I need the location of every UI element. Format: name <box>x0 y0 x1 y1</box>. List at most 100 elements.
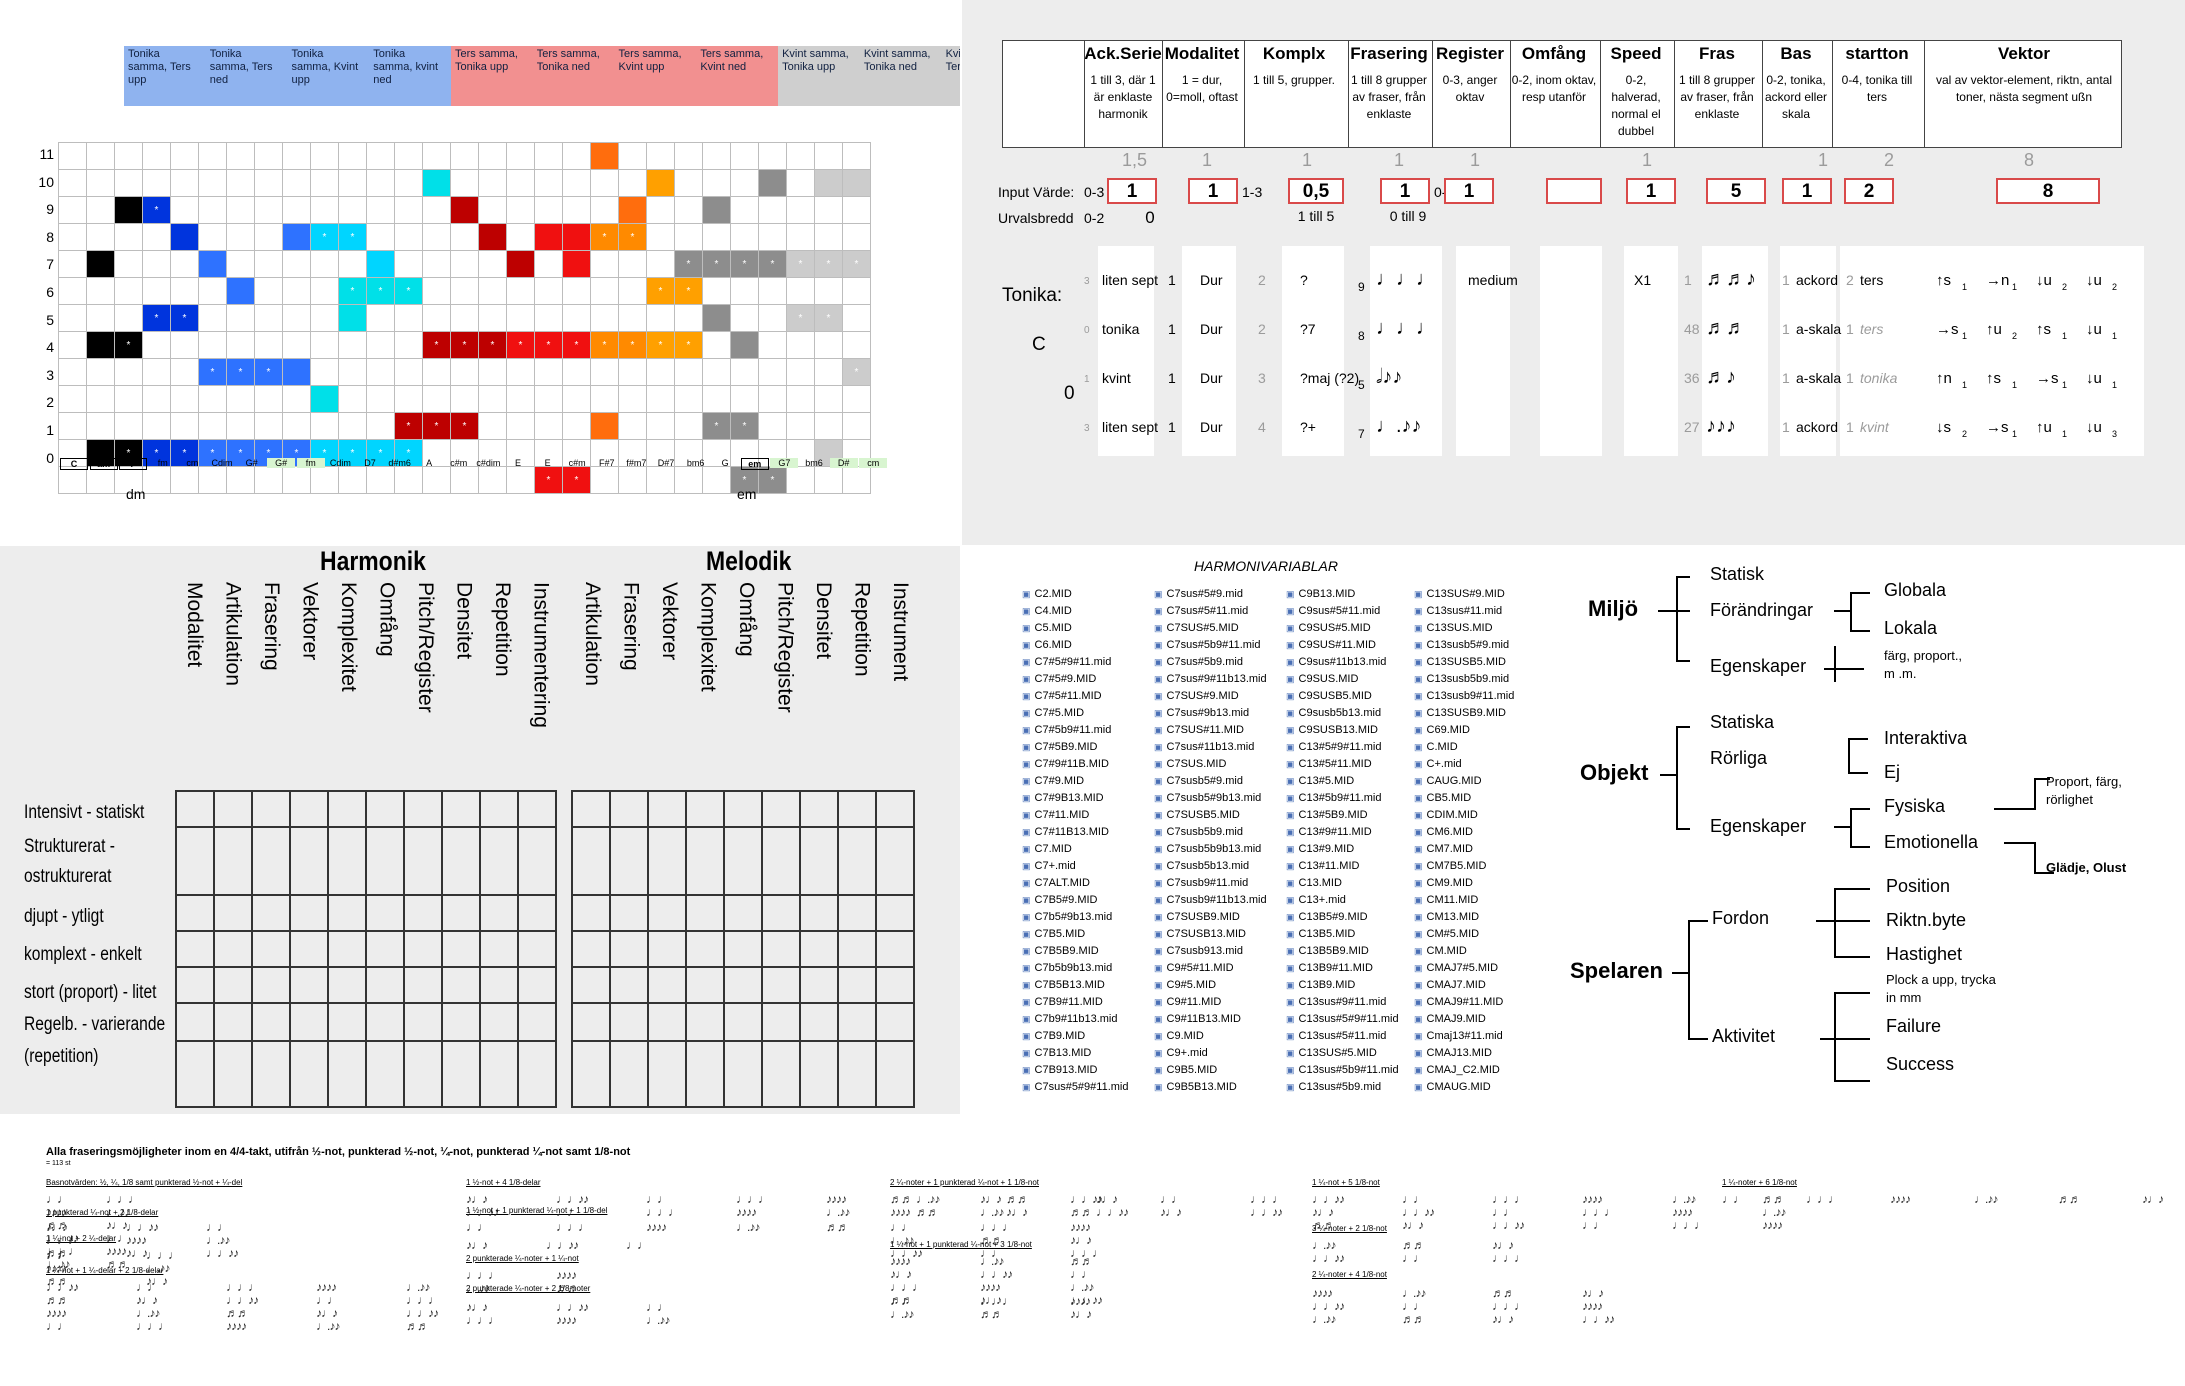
matrix-cell[interactable] <box>251 930 291 968</box>
matrix-cell[interactable] <box>723 1002 763 1042</box>
midi-file-item[interactable]: C7susb5b13.mid <box>1154 858 1267 875</box>
matrix-cell[interactable] <box>479 930 519 968</box>
midi-file-item[interactable]: C13sus#11.mid <box>1414 603 1514 620</box>
matrix-cell[interactable] <box>609 966 649 1004</box>
matrix-cell[interactable] <box>609 1002 649 1042</box>
midi-file-item[interactable]: C7susb9#11.mid <box>1154 875 1267 892</box>
midi-file-item[interactable]: C7.MID <box>1022 841 1128 858</box>
matrix-cell[interactable] <box>175 826 215 896</box>
midi-file-item[interactable]: CMAJ_C2.MID <box>1414 1062 1514 1079</box>
matrix-cell[interactable] <box>647 966 687 1004</box>
matrix-cell[interactable] <box>609 1040 649 1108</box>
matrix-cell[interactable] <box>251 1040 291 1108</box>
matrix-cell[interactable] <box>403 894 443 932</box>
matrix-cell[interactable] <box>441 966 481 1004</box>
midi-file-item[interactable]: C7B5B13.MID <box>1022 977 1128 994</box>
matrix-cell[interactable] <box>441 930 481 968</box>
midi-file-item[interactable]: C13susb5b9.mid <box>1414 671 1514 688</box>
midi-file-item[interactable]: C7SUS#5.MID <box>1154 620 1267 637</box>
matrix-cell[interactable] <box>327 930 367 968</box>
midi-file-item[interactable]: C.MID <box>1414 739 1514 756</box>
midi-file-item[interactable]: CMAUG.MID <box>1414 1079 1514 1096</box>
midi-file-item[interactable]: C9SUS#5.MID <box>1286 620 1399 637</box>
midi-file-item[interactable]: C7#9B13.MID <box>1022 790 1128 807</box>
midi-file-item[interactable]: C7ALT.MID <box>1022 875 1128 892</box>
midi-file-item[interactable]: C7susb5#9.mid <box>1154 773 1267 790</box>
matrix-cell[interactable] <box>685 826 725 896</box>
midi-file-item[interactable]: C13SUSB9.MID <box>1414 705 1514 722</box>
midi-file-item[interactable]: C13B9.MID <box>1286 977 1399 994</box>
matrix-cell[interactable] <box>327 894 367 932</box>
midi-file-item[interactable]: C13SUS#9.MID <box>1414 586 1514 603</box>
matrix-cell[interactable] <box>571 930 611 968</box>
midi-file-item[interactable]: C7susb5b9.mid <box>1154 824 1267 841</box>
midi-file-item[interactable]: CM11.MID <box>1414 892 1514 909</box>
matrix-cell[interactable] <box>327 1040 367 1108</box>
midi-file-item[interactable]: CM7B5.MID <box>1414 858 1514 875</box>
matrix-cell[interactable] <box>251 894 291 932</box>
matrix-cell[interactable] <box>647 1040 687 1108</box>
midi-file-item[interactable]: C7sus#5#11.mid <box>1154 603 1267 620</box>
midi-file-item[interactable]: C13#5#9#11.mid <box>1286 739 1399 756</box>
input-value-box[interactable]: 1 <box>1380 178 1430 204</box>
matrix-cell[interactable] <box>289 894 329 932</box>
midi-file-item[interactable]: C9.MID <box>1154 1028 1267 1045</box>
midi-file-item[interactable]: C9#5.MID <box>1154 977 1267 994</box>
input-value-box[interactable]: 1 <box>1782 178 1832 204</box>
midi-file-item[interactable]: C13SUS#5.MID <box>1286 1045 1399 1062</box>
matrix-cell[interactable] <box>517 966 557 1004</box>
midi-file-item[interactable]: C7susb5#9b13.mid <box>1154 790 1267 807</box>
input-value-box[interactable]: 0,5 <box>1288 178 1344 204</box>
matrix-cell[interactable] <box>837 930 877 968</box>
matrix-cell[interactable] <box>403 790 443 828</box>
midi-file-item[interactable]: C7SUSB5.MID <box>1154 807 1267 824</box>
matrix-cell[interactable] <box>479 826 519 896</box>
matrix-cell[interactable] <box>289 1002 329 1042</box>
midi-file-item[interactable]: C7SUS#11.MID <box>1154 722 1267 739</box>
midi-file-item[interactable]: C13B5.MID <box>1286 926 1399 943</box>
midi-file-item[interactable]: C7#9.MID <box>1022 773 1128 790</box>
matrix-cell[interactable] <box>175 1002 215 1042</box>
midi-file-item[interactable]: C7SUS#9.MID <box>1154 688 1267 705</box>
midi-file-item[interactable]: C13sus#5#11.mid <box>1286 1028 1399 1045</box>
midi-file-item[interactable]: C7B13.MID <box>1022 1045 1128 1062</box>
input-value-box[interactable]: 1 <box>1188 178 1238 204</box>
midi-file-item[interactable]: CM13.MID <box>1414 909 1514 926</box>
midi-file-item[interactable]: C9sus#5#11.mid <box>1286 603 1399 620</box>
matrix-cell[interactable] <box>327 790 367 828</box>
matrix-cell[interactable] <box>175 966 215 1004</box>
midi-file-item[interactable]: Cmaj13#11.mid <box>1414 1028 1514 1045</box>
matrix-cell[interactable] <box>685 1040 725 1108</box>
matrix-cell[interactable] <box>327 826 367 896</box>
matrix-cell[interactable] <box>761 790 801 828</box>
midi-file-item[interactable]: C2.MID <box>1022 586 1128 603</box>
matrix-cell[interactable] <box>479 894 519 932</box>
midi-file-item[interactable]: C13SUS.MID <box>1414 620 1514 637</box>
midi-file-item[interactable]: C9B5.MID <box>1154 1062 1267 1079</box>
matrix-cell[interactable] <box>327 966 367 1004</box>
midi-file-item[interactable]: C7#9#11B.MID <box>1022 756 1128 773</box>
matrix-cell[interactable] <box>365 1040 405 1108</box>
midi-file-item[interactable]: C13sus#9#11.mid <box>1286 994 1399 1011</box>
matrix-cell[interactable] <box>647 790 687 828</box>
matrix-cell[interactable] <box>761 1040 801 1108</box>
midi-file-item[interactable]: C7#5#9.MID <box>1022 671 1128 688</box>
matrix-cell[interactable] <box>799 894 839 932</box>
matrix-cell[interactable] <box>799 966 839 1004</box>
matrix-cell[interactable] <box>213 930 253 968</box>
midi-file-item[interactable]: CMAJ13.MID <box>1414 1045 1514 1062</box>
midi-file-item[interactable]: C7b9#11b13.mid <box>1022 1011 1128 1028</box>
matrix-cell[interactable] <box>875 1002 915 1042</box>
matrix-cell[interactable] <box>479 1002 519 1042</box>
input-value-box[interactable]: 8 <box>1996 178 2100 204</box>
midi-file-item[interactable]: C9SUSB13.MID <box>1286 722 1399 739</box>
matrix-cell[interactable] <box>175 1040 215 1108</box>
midi-file-item[interactable]: CM.MID <box>1414 943 1514 960</box>
input-value-box[interactable]: 2 <box>1844 178 1894 204</box>
matrix-cell[interactable] <box>761 1002 801 1042</box>
midi-file-item[interactable]: C13#5B9.MID <box>1286 807 1399 824</box>
matrix-cell[interactable] <box>837 1040 877 1108</box>
midi-file-item[interactable]: C13sus#5#9#11.mid <box>1286 1011 1399 1028</box>
midi-file-item[interactable]: C9#11.MID <box>1154 994 1267 1011</box>
input-value-box[interactable]: 1 <box>1626 178 1676 204</box>
